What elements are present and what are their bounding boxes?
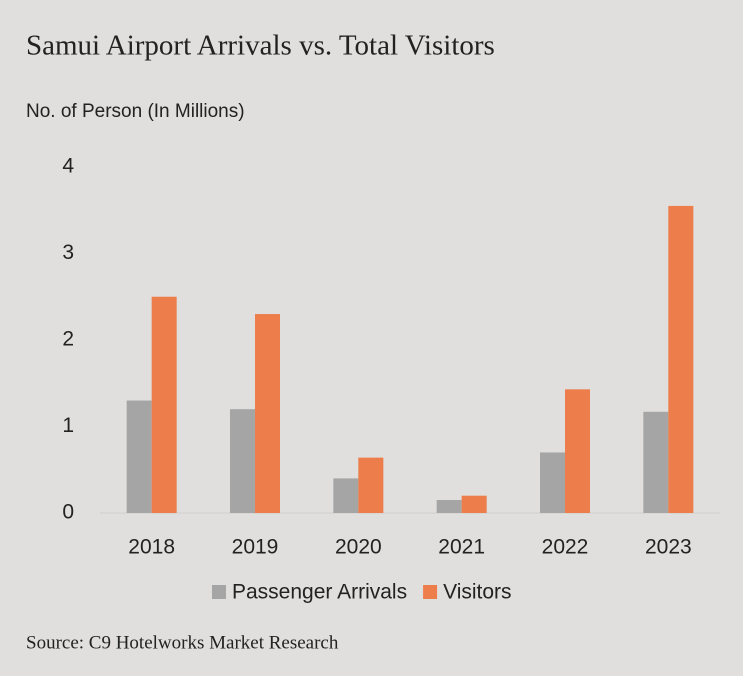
- y-tick-label: 1: [62, 414, 74, 437]
- legend-label: Passenger Arrivals: [232, 581, 407, 604]
- y-tick-label: 0: [62, 501, 74, 524]
- x-tick-label: 2018: [128, 536, 175, 559]
- chart-title: Samui Airport Arrivals vs. Total Visitor…: [26, 30, 495, 62]
- bar: [565, 389, 590, 513]
- bar: [255, 314, 280, 513]
- bar: [151, 296, 177, 513]
- source-note: Source: C9 Hotelworks Market Research: [26, 632, 339, 653]
- bar: [540, 452, 565, 513]
- bar: [333, 478, 359, 513]
- bar: [643, 411, 669, 513]
- x-tick-label: 2021: [438, 536, 485, 559]
- x-tick-label: 2022: [542, 536, 589, 559]
- chart-subtitle: No. of Person (In Millions): [26, 101, 245, 122]
- y-tick-label: 4: [62, 155, 74, 178]
- bar: [668, 205, 694, 514]
- legend-label: Visitors: [443, 581, 511, 604]
- bar: [436, 500, 462, 513]
- bar: [230, 409, 255, 513]
- x-tick-label: 2023: [645, 536, 692, 559]
- x-tick-label: 2019: [232, 536, 279, 559]
- legend-swatch: [212, 585, 226, 599]
- legend-swatch: [423, 585, 438, 599]
- y-tick-label: 3: [62, 241, 74, 264]
- bar: [461, 495, 487, 513]
- bar: [126, 400, 152, 513]
- y-tick-label: 2: [62, 328, 74, 351]
- bar: [358, 457, 384, 513]
- x-tick-label: 2020: [335, 536, 382, 559]
